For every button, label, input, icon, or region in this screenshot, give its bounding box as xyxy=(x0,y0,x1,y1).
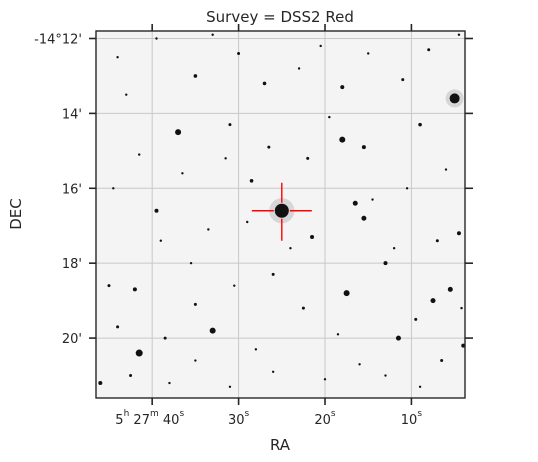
star xyxy=(367,52,370,55)
star xyxy=(430,298,436,304)
y-axis-label: DEC xyxy=(7,198,25,230)
star xyxy=(228,385,232,388)
target-marker xyxy=(251,182,312,241)
star xyxy=(211,33,214,36)
star xyxy=(193,74,198,78)
star xyxy=(194,359,197,362)
x-tick-label: 20s xyxy=(314,409,336,428)
star xyxy=(435,239,439,243)
star xyxy=(440,359,444,363)
x-tick-label: 30s xyxy=(228,409,250,428)
star xyxy=(456,231,461,236)
star xyxy=(461,343,466,348)
star xyxy=(339,136,346,143)
x-tick-label: 10s xyxy=(401,409,423,428)
star xyxy=(336,333,340,336)
star xyxy=(274,203,289,218)
star xyxy=(112,187,115,190)
star xyxy=(405,187,409,190)
star xyxy=(237,51,241,55)
star xyxy=(447,286,453,292)
star xyxy=(301,306,305,310)
star xyxy=(340,85,345,90)
stars-layer xyxy=(98,33,466,388)
star xyxy=(193,302,197,306)
star xyxy=(116,325,120,329)
y-tick-label: 20' xyxy=(62,332,82,347)
star xyxy=(135,349,143,357)
star xyxy=(358,363,361,366)
star xyxy=(132,287,137,292)
y-tick-labels: -14°12' 14' 16' 18' 20' xyxy=(34,32,82,347)
star xyxy=(427,48,431,52)
star xyxy=(129,374,133,378)
plot-frame xyxy=(95,30,466,399)
star xyxy=(233,284,236,287)
star xyxy=(254,348,258,351)
star xyxy=(319,44,322,48)
star xyxy=(343,290,350,297)
star xyxy=(289,247,292,250)
star xyxy=(107,284,111,288)
star xyxy=(414,317,418,321)
star xyxy=(361,215,367,221)
star xyxy=(155,37,158,40)
star xyxy=(175,129,182,136)
x-axis-label: RA xyxy=(270,436,291,454)
y-tick-label: 16' xyxy=(62,182,82,197)
star xyxy=(392,247,396,250)
star xyxy=(125,93,128,96)
star xyxy=(267,145,271,149)
x-tick-label: 5h 27m 40s xyxy=(115,409,184,428)
star xyxy=(310,234,315,239)
star xyxy=(271,370,275,373)
x-tick-labels: 5h 27m 40s 30s 20s 10s xyxy=(115,409,422,428)
star xyxy=(271,272,275,276)
star xyxy=(297,67,301,70)
star xyxy=(384,374,387,377)
star xyxy=(323,378,327,381)
chart-title: Survey = DSS2 Red xyxy=(206,8,354,26)
y-tick-label: 18' xyxy=(62,257,82,272)
star xyxy=(159,239,163,242)
star xyxy=(228,123,232,127)
star xyxy=(444,168,448,171)
star xyxy=(98,381,103,386)
star xyxy=(352,200,358,206)
axis-ticks xyxy=(89,24,473,405)
star xyxy=(328,115,331,119)
star xyxy=(371,198,374,201)
star xyxy=(449,93,460,104)
star xyxy=(383,261,388,266)
grid-layer xyxy=(96,31,465,398)
star xyxy=(189,261,193,265)
star xyxy=(262,81,267,86)
y-tick-label: -14°12' xyxy=(34,32,82,47)
star xyxy=(181,172,184,175)
star xyxy=(154,208,159,213)
star xyxy=(401,78,405,82)
star xyxy=(361,145,366,150)
star xyxy=(209,327,216,334)
star xyxy=(116,56,119,59)
star xyxy=(418,122,422,127)
star xyxy=(138,153,141,156)
star xyxy=(460,306,463,310)
star xyxy=(418,385,422,388)
star xyxy=(163,336,167,340)
star xyxy=(168,381,171,385)
y-tick-label: 14' xyxy=(62,107,82,122)
star xyxy=(457,33,461,36)
star xyxy=(246,220,249,224)
star xyxy=(224,157,227,160)
star xyxy=(395,335,401,341)
star xyxy=(249,178,254,183)
star xyxy=(306,156,310,160)
star xyxy=(207,228,210,231)
